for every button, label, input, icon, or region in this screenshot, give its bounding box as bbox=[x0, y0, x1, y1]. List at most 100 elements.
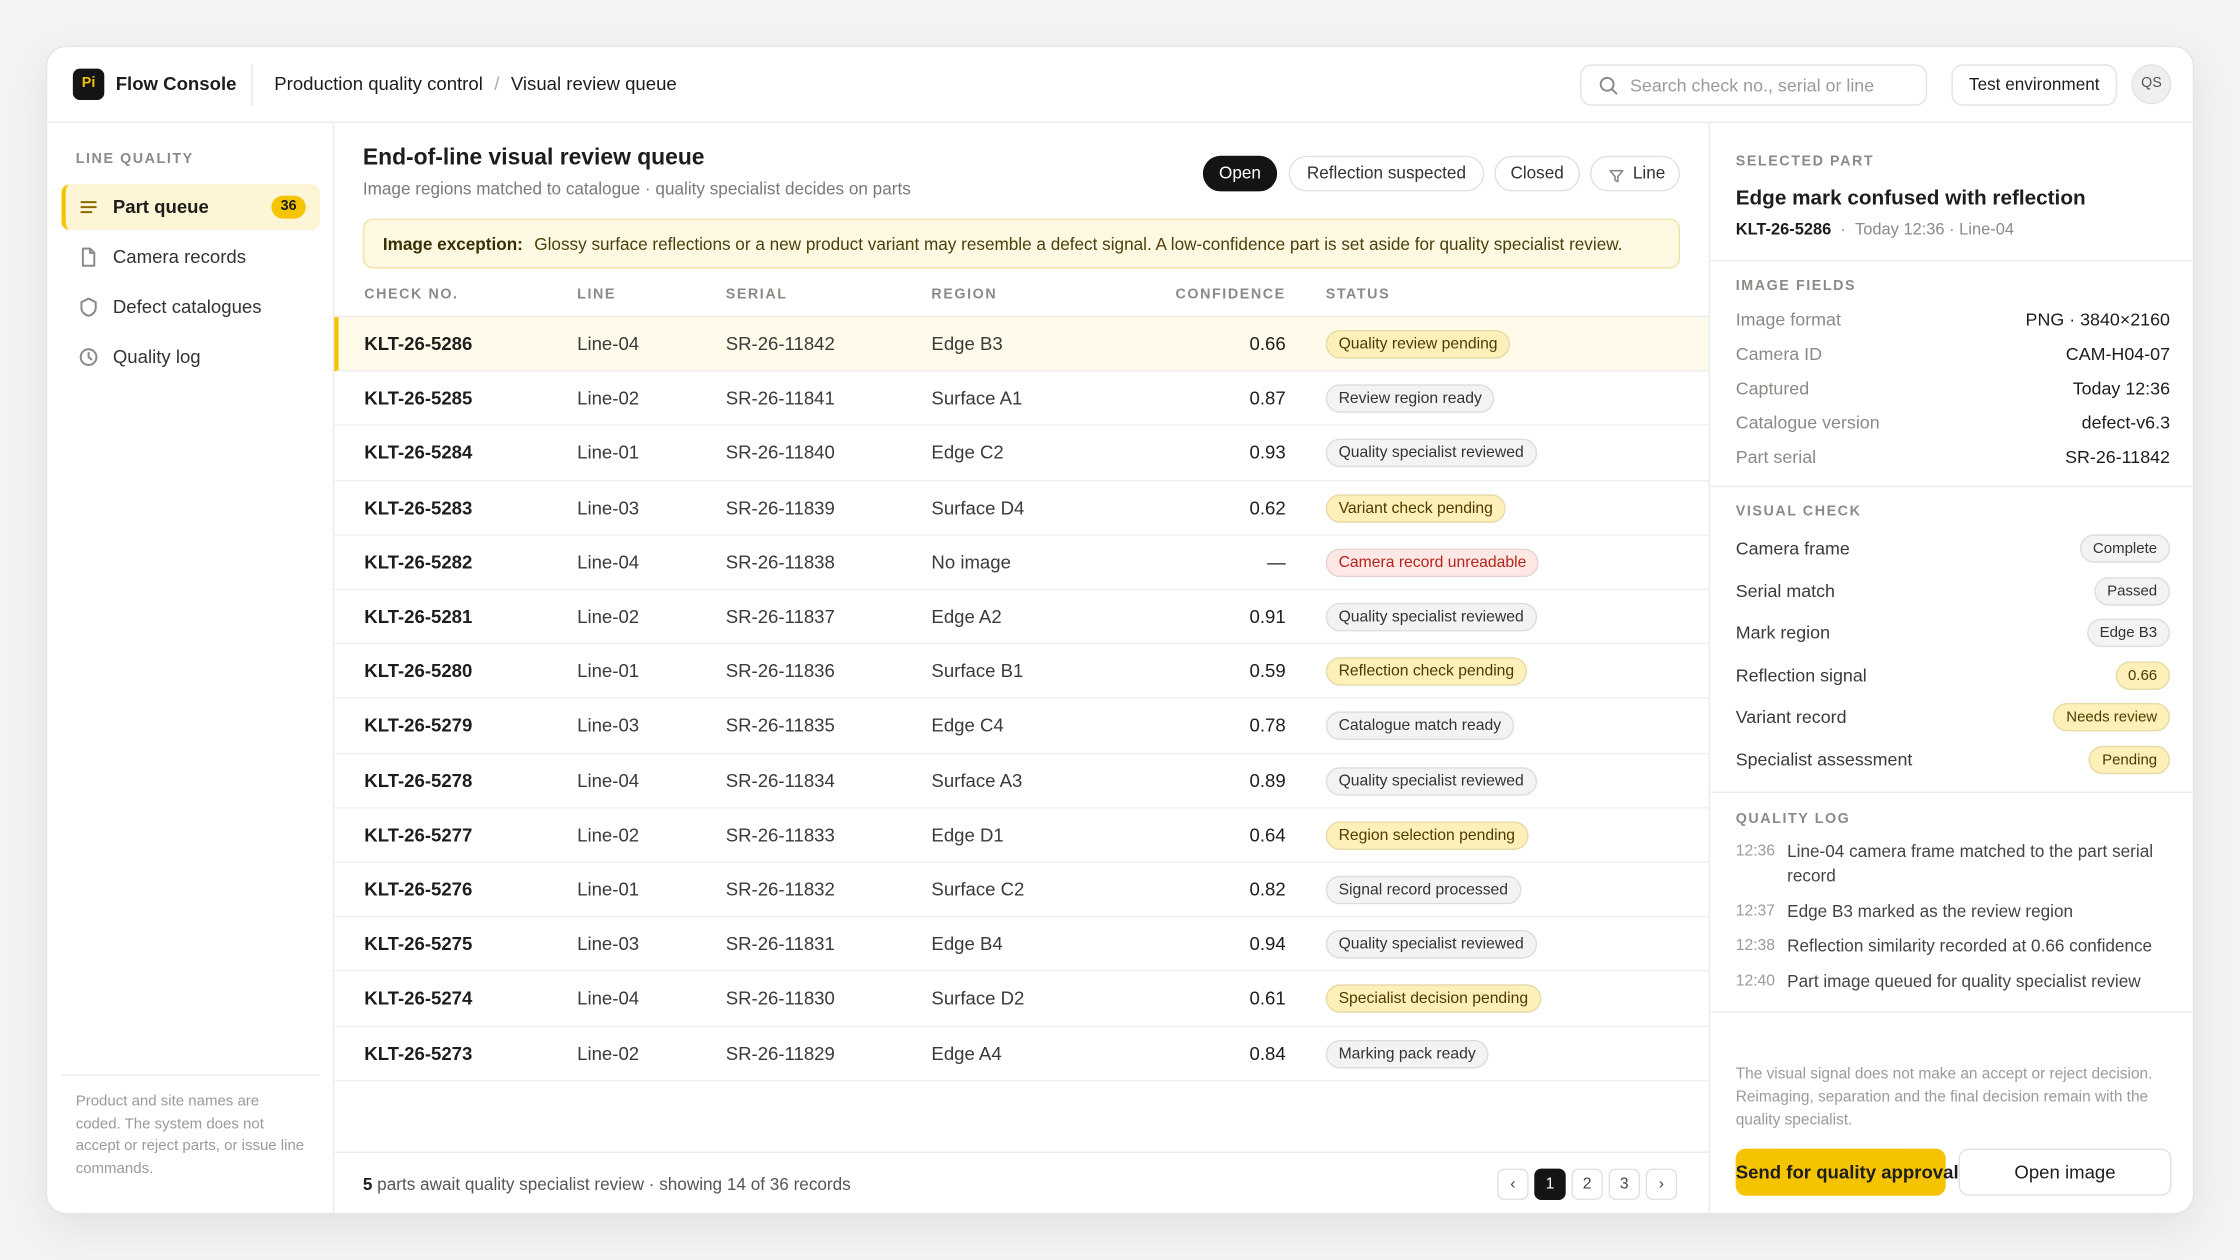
page-button[interactable]: 3 bbox=[1608, 1168, 1640, 1200]
icon bbox=[80, 297, 97, 317]
log-time: 12:38 bbox=[1735, 937, 1776, 955]
breadcrumb-item[interactable]: Visual review queue bbox=[510, 72, 677, 95]
filter-chip[interactable]: Closed bbox=[1494, 155, 1580, 192]
check-name: Reflection signal bbox=[1735, 665, 1867, 686]
cell-region: Edge D1 bbox=[931, 823, 1004, 846]
part-title: Edge mark confused with reflection bbox=[1735, 187, 2086, 210]
cell-line: Line-01 bbox=[577, 660, 640, 682]
column-header: LINE bbox=[577, 287, 616, 303]
status-pill: Quality review pending bbox=[1325, 329, 1511, 359]
table-row[interactable]: KLT-26-5275 Line-03 SR-26-11831 Edge B4 0.94… bbox=[334, 917, 1709, 972]
cell-confidence: 0.89 bbox=[1249, 769, 1286, 791]
cell-confidence: 0.66 bbox=[1249, 332, 1286, 355]
cell-line: Line-04 bbox=[577, 769, 640, 791]
column-header: SERIAL bbox=[725, 287, 788, 303]
table-row[interactable]: KLT-26-5282 Line-04 SR-26-11838 No image — Ca… bbox=[334, 535, 1709, 590]
detail-panel: SELECTED PART Edge mark confused with ref… bbox=[1708, 122, 2193, 1213]
cell-serial: SR-26-11835 bbox=[725, 714, 835, 737]
queue-footer: 5 parts await quality specialist review … bbox=[334, 1151, 1709, 1212]
section-label: IMAGE FIELDS bbox=[1735, 278, 1857, 295]
column-header: REGION bbox=[931, 287, 998, 303]
search-icon bbox=[1597, 74, 1620, 97]
banner-text: Glossy surface reflections or a new prod… bbox=[534, 233, 1623, 254]
table-row[interactable]: KLT-26-5281 Line-02 SR-26-11837 Edge A2 0.91… bbox=[334, 590, 1709, 645]
search-box[interactable]: Search check no., serial or line bbox=[1579, 64, 1928, 106]
status-pill: Quality specialist reviewed bbox=[1325, 930, 1537, 959]
nav-item[interactable]: Defect catalogues bbox=[61, 284, 320, 330]
column-header: CHECK NO. bbox=[364, 287, 459, 303]
field-name: Camera ID bbox=[1735, 344, 1823, 365]
field-value: defect-v6.3 bbox=[2081, 412, 2170, 433]
cell-check: KLT-26-5284 bbox=[364, 441, 473, 464]
nav-item[interactable]: Part queue 36 bbox=[61, 184, 320, 230]
page-button[interactable]: 2 bbox=[1571, 1168, 1603, 1200]
cell-serial: SR-26-11832 bbox=[725, 878, 835, 900]
cell-check: KLT-26-5283 bbox=[364, 496, 473, 518]
table-row[interactable]: KLT-26-5278 Line-04 SR-26-11834 Surface A3 0… bbox=[334, 754, 1709, 809]
cell-line: Line-04 bbox=[577, 551, 640, 573]
cell-confidence: 0.87 bbox=[1249, 387, 1286, 409]
log-time: 12:37 bbox=[1735, 902, 1776, 920]
table-row[interactable]: KLT-26-5280 Line-01 SR-26-11836 Surface B1 0… bbox=[334, 645, 1709, 700]
table-row[interactable]: KLT-26-5284 Line-01 SR-26-11840 Edge C2 0.93… bbox=[334, 426, 1709, 481]
table-row[interactable]: KLT-26-5283 Line-03 SR-26-11839 Surface D4 0… bbox=[334, 481, 1709, 536]
check-pill: Needs review bbox=[2053, 703, 2170, 732]
section-label: LINE QUALITY bbox=[75, 151, 194, 168]
cell-serial: SR-26-11842 bbox=[725, 332, 835, 355]
log-time: 12:40 bbox=[1735, 972, 1776, 990]
cell-region: Surface D4 bbox=[931, 496, 1025, 518]
part-meta: KLT-26-5286 · Today 12:36 · Line-04 bbox=[1735, 221, 2014, 239]
table-row[interactable]: KLT-26-5285 Line-02 SR-26-11841 Surface A1 0… bbox=[334, 372, 1709, 427]
cell-region: Edge C2 bbox=[931, 441, 1004, 464]
nav-icon bbox=[77, 246, 100, 269]
secondary-button[interactable]: Open image bbox=[1958, 1148, 2172, 1196]
queue-subtitle: Image regions matched to catalogue · qua… bbox=[362, 178, 911, 199]
status-pill: Camera record unreadable bbox=[1325, 548, 1540, 577]
breadcrumb-separator: / bbox=[494, 72, 500, 95]
avatar[interactable]: QS bbox=[2131, 64, 2172, 105]
cell-serial: SR-26-11830 bbox=[725, 987, 835, 1010]
table-row[interactable]: KLT-26-5274 Line-04 SR-26-11830 Surface D2 0… bbox=[334, 972, 1709, 1027]
cell-check: KLT-26-5273 bbox=[364, 1042, 473, 1064]
check-pill: Complete bbox=[2080, 534, 2170, 563]
cell-serial: SR-26-11831 bbox=[725, 933, 835, 955]
table-row[interactable]: KLT-26-5273 Line-02 SR-26-11829 Edge A4 0.84… bbox=[334, 1027, 1709, 1082]
icon bbox=[79, 348, 98, 366]
cell-check: KLT-26-5274 bbox=[364, 987, 473, 1010]
breadcrumb-item[interactable]: Production quality control bbox=[274, 72, 483, 95]
table-row[interactable]: KLT-26-5286 Line-04 SR-26-11842 Edge B3 0.66… bbox=[334, 317, 1709, 372]
part-id: KLT-26-5286 bbox=[1735, 221, 1832, 239]
logo: Pi bbox=[72, 68, 105, 100]
primary-button[interactable]: Send for quality approval bbox=[1735, 1148, 1959, 1196]
cell-check: KLT-26-5281 bbox=[364, 605, 473, 628]
top-bar: Pi Flow Console Production quality control… bbox=[47, 47, 2193, 123]
table-row[interactable]: KLT-26-5276 Line-01 SR-26-11832 Surface C2 0… bbox=[334, 863, 1709, 918]
divider bbox=[1709, 1011, 2193, 1013]
status-pill: Quality specialist reviewed bbox=[1325, 602, 1537, 632]
cell-serial: SR-26-11834 bbox=[725, 769, 835, 791]
field-name: Image format bbox=[1735, 309, 1841, 330]
table-row[interactable]: KLT-26-5277 Line-02 SR-26-11833 Edge D1 0.64… bbox=[334, 808, 1709, 863]
filter-chip[interactable]: Open bbox=[1202, 155, 1278, 192]
status-pill: Variant check pending bbox=[1325, 493, 1506, 523]
cell-confidence: 0.59 bbox=[1249, 660, 1286, 682]
part-meta-text: Today 12:36 · Line-04 bbox=[1855, 221, 2014, 239]
sidebar: LINE QUALITY Part queue 36 Camera records De… bbox=[47, 122, 335, 1213]
page-prev[interactable]: ‹ bbox=[1497, 1168, 1529, 1200]
page-button[interactable]: 1 bbox=[1534, 1168, 1566, 1200]
table-row[interactable]: KLT-26-5279 Line-03 SR-26-11835 Edge C4 0.78… bbox=[334, 699, 1709, 754]
nav-item[interactable]: Camera records bbox=[61, 234, 320, 280]
filter-chip[interactable]: Line bbox=[1589, 155, 1680, 192]
banner-label: Image exception: bbox=[382, 233, 523, 254]
cell-serial: SR-26-11836 bbox=[725, 660, 835, 682]
nav-badge: 36 bbox=[271, 195, 306, 219]
field-value: Today 12:36 bbox=[2072, 378, 2170, 399]
nav-item[interactable]: Quality log bbox=[61, 334, 320, 380]
cell-line: Line-03 bbox=[577, 714, 640, 737]
search-placeholder: Search check no., serial or line bbox=[1629, 75, 1875, 96]
icon bbox=[81, 247, 96, 267]
page-next[interactable]: › bbox=[1645, 1168, 1678, 1200]
environment-button[interactable]: Test environment bbox=[1951, 64, 2118, 106]
filter-chip[interactable]: Reflection suspected bbox=[1288, 155, 1485, 192]
cell-line: Line-03 bbox=[577, 933, 640, 955]
